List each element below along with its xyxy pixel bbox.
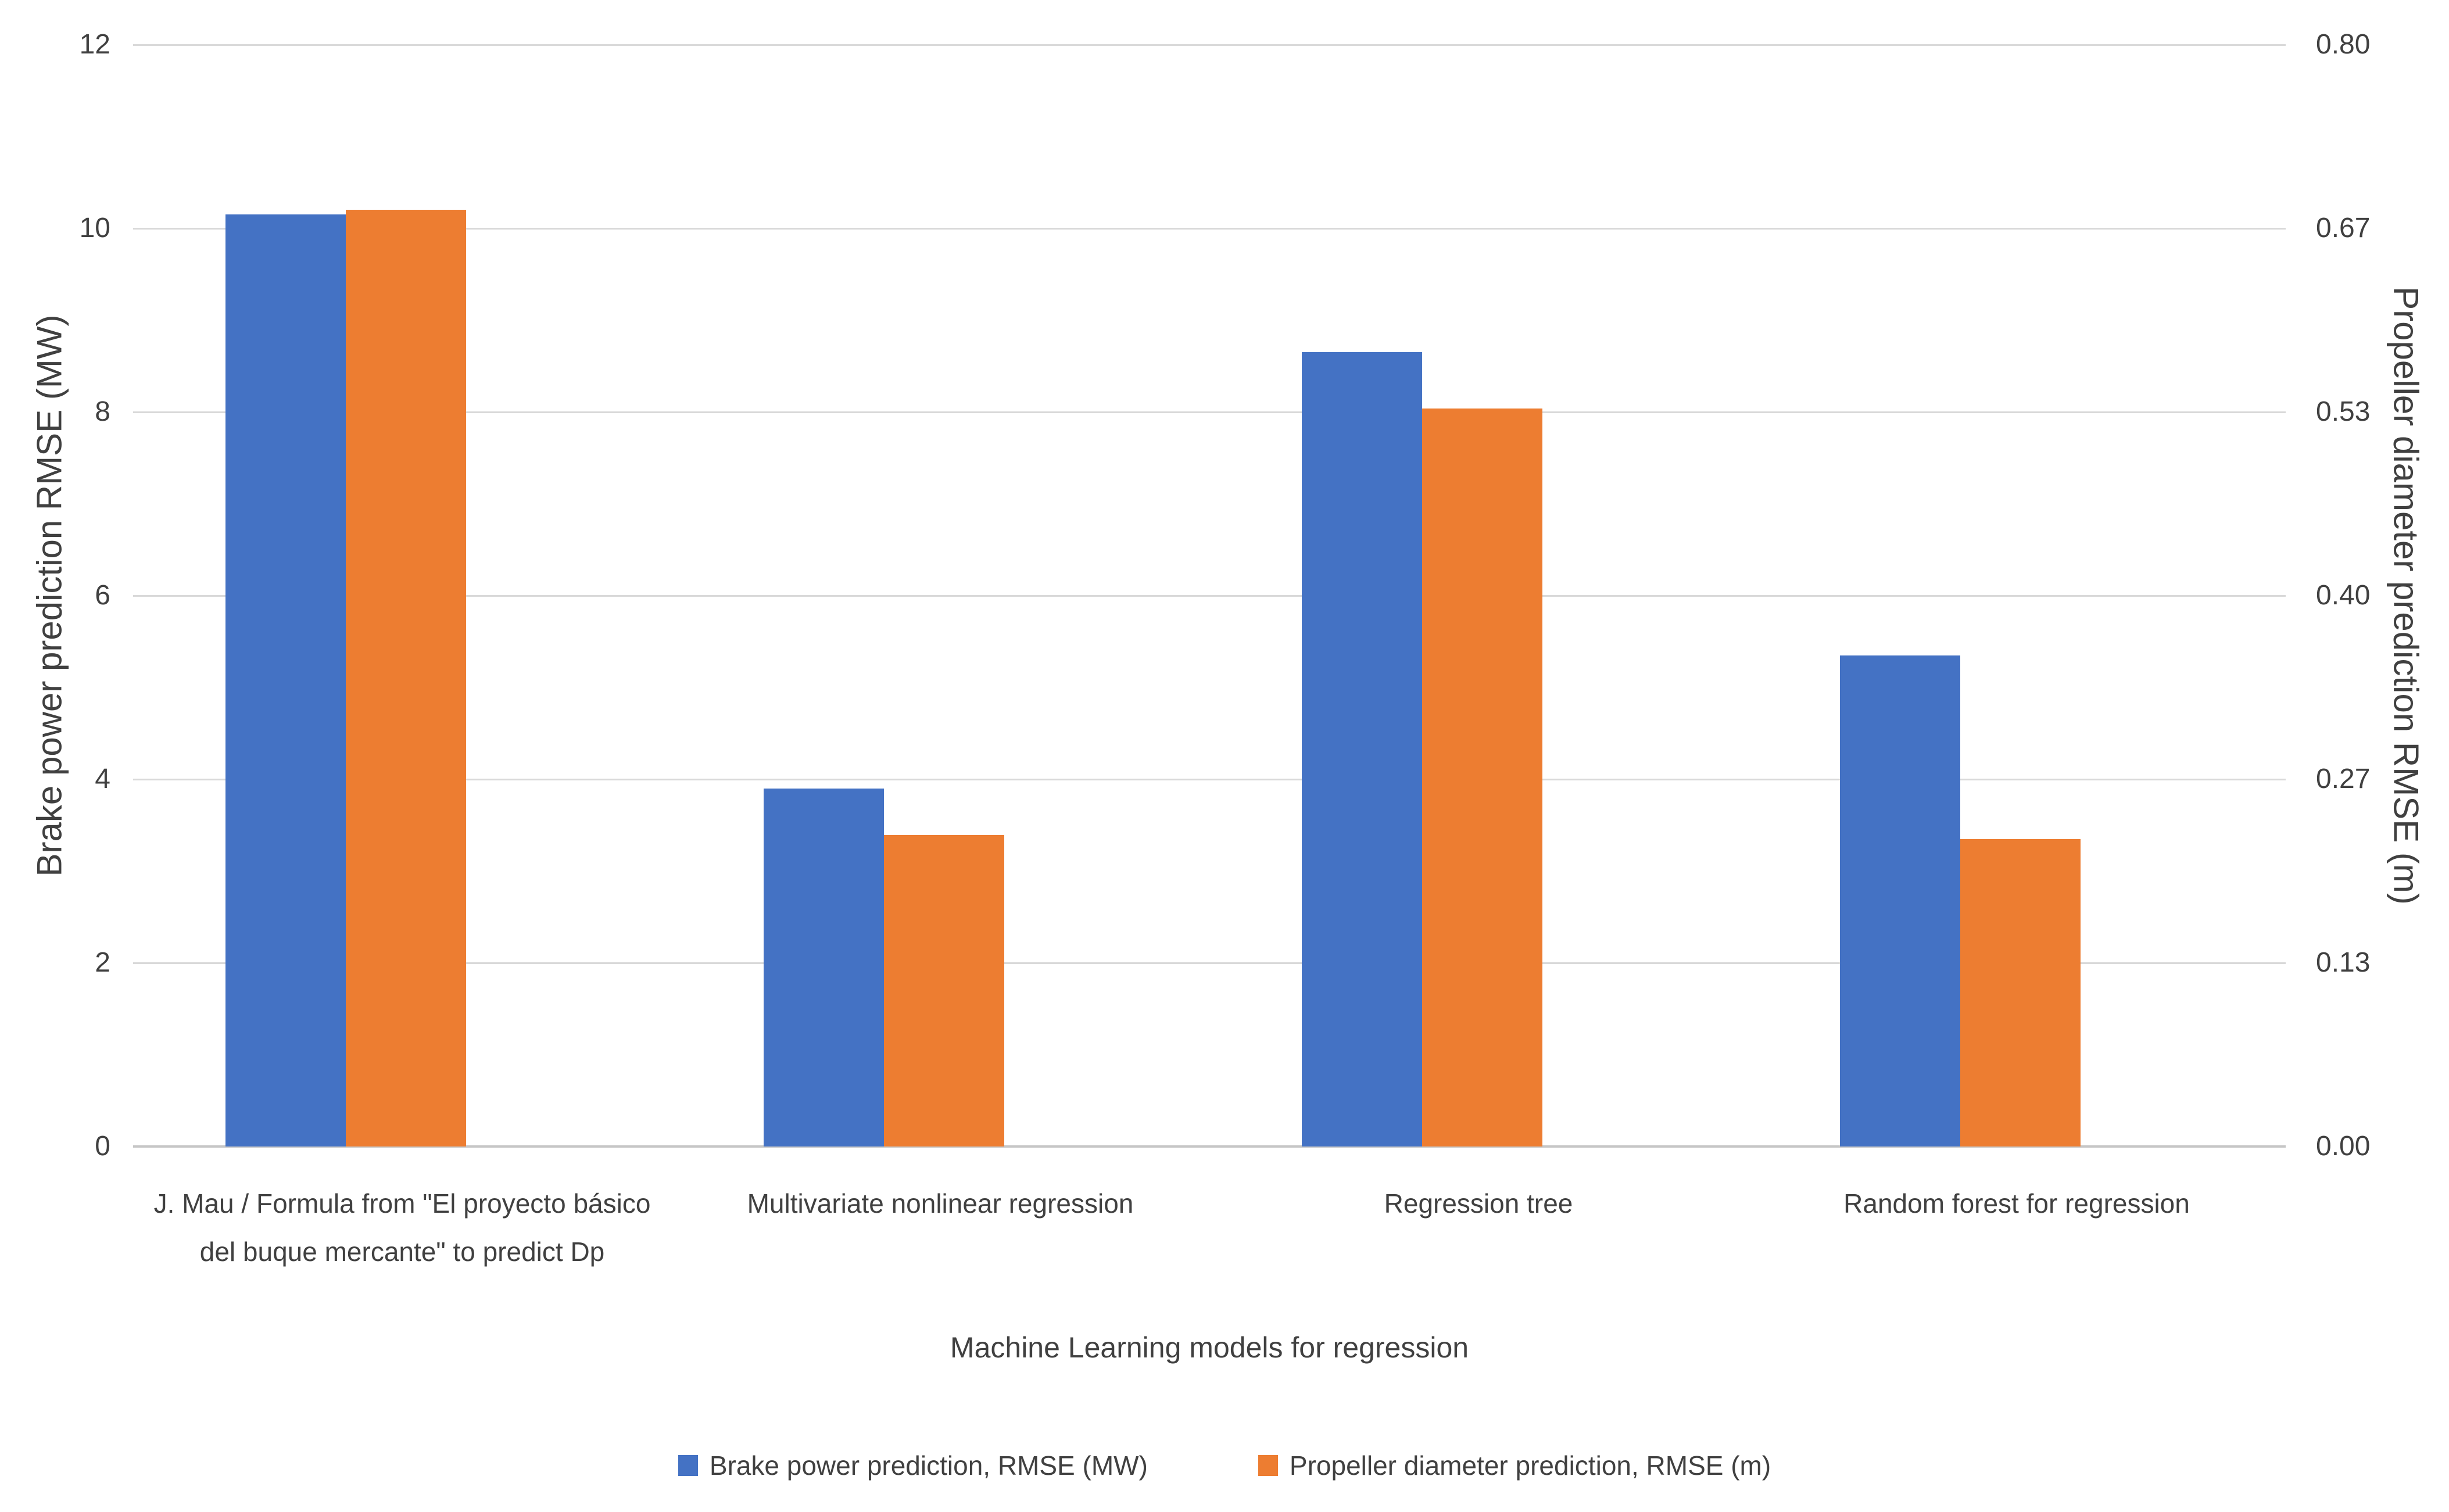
bar-propeller-diameter: [884, 835, 1004, 1146]
legend-marker-brake-power-icon: [678, 1455, 698, 1476]
bar-propeller-diameter: [346, 210, 466, 1146]
left-axis-tick-label: 8: [95, 396, 110, 427]
legend-item-brake-power: Brake power prediction, RMSE (MW): [678, 1450, 1148, 1481]
left-axis-tick-label: 6: [95, 580, 110, 611]
left-axis-tick-label: 0: [95, 1131, 110, 1162]
bar-propeller-diameter: [1422, 409, 1542, 1146]
bar-brake-power: [1840, 655, 1960, 1146]
bar-brake-power: [225, 214, 346, 1146]
right-axis-tick-label: 0.80: [2316, 29, 2371, 60]
legend-marker-propeller-diameter-icon: [1258, 1455, 1278, 1476]
gridline: [133, 595, 2286, 597]
right-axis-title: Propeller diameter prediction RMSE (m): [2386, 286, 2426, 905]
right-axis-tick-label: 0.53: [2316, 396, 2371, 427]
category-label: Regression tree: [1384, 1188, 1573, 1219]
right-axis-tick-label: 0.40: [2316, 580, 2371, 611]
bar-brake-power: [1302, 352, 1422, 1146]
right-axis-tick-label: 0.13: [2316, 947, 2371, 978]
left-axis-tick-label: 12: [79, 29, 110, 60]
axis-baseline: [133, 1145, 2286, 1148]
gridline: [133, 44, 2286, 46]
right-axis-tick-label: 0.00: [2316, 1131, 2371, 1162]
category-label: Multivariate nonlinear regression: [747, 1188, 1134, 1219]
left-axis-tick-label: 4: [95, 764, 110, 794]
legend-label-propeller-diameter: Propeller diameter prediction, RMSE (m): [1289, 1450, 1771, 1481]
gridline: [133, 411, 2286, 413]
bar-propeller-diameter: [1960, 839, 2081, 1146]
plot-area: [133, 44, 2286, 1148]
gridline: [133, 228, 2286, 230]
right-axis-tick-label: 0.27: [2316, 764, 2371, 794]
legend-label-brake-power: Brake power prediction, RMSE (MW): [709, 1450, 1148, 1481]
left-axis-tick-label: 2: [95, 947, 110, 978]
category-label: J. Mau / Formula from "El proyecto básic…: [153, 1188, 651, 1267]
legend: Brake power prediction, RMSE (MW) Propel…: [0, 1450, 2449, 1481]
bar-brake-power: [764, 789, 884, 1146]
gridline: [133, 779, 2286, 780]
left-axis-tick-label: 10: [79, 213, 110, 243]
gridline: [133, 962, 2286, 964]
x-axis-title: Machine Learning models for regression: [950, 1331, 1469, 1364]
legend-item-propeller-diameter: Propeller diameter prediction, RMSE (m): [1258, 1450, 1771, 1481]
right-axis-tick-label: 0.67: [2316, 213, 2371, 243]
left-axis-title: Brake power prediction RMSE (MW): [30, 314, 69, 877]
category-label: Random forest for regression: [1843, 1188, 2190, 1219]
